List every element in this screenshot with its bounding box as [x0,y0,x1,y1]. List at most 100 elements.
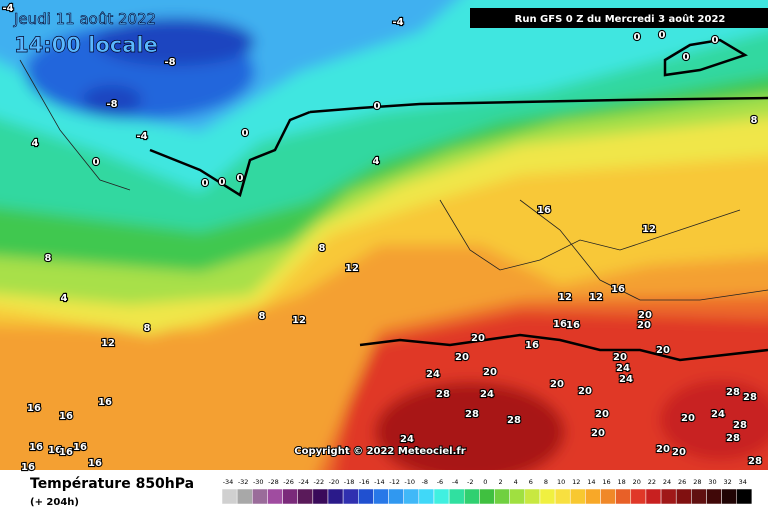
scale-swatch [585,488,601,505]
scale-label: 18 [617,478,625,486]
scale-swatch [252,488,268,505]
contour-label: 8 [45,253,52,264]
scale-swatch [660,488,677,505]
scale-label: 0 [483,478,487,486]
scale-label: -30 [253,478,264,486]
scale-swatch [312,488,329,505]
scale-label: -18 [344,478,355,486]
contour-label: 20 [681,413,695,424]
contour-label: 4 [373,156,380,167]
contour-label: 24 [400,434,414,445]
contour-label: 16 [611,284,625,295]
scale-swatch [600,488,616,505]
contour-label: 20 [672,447,686,458]
scale-swatch [706,488,722,505]
scale-swatch [403,488,420,505]
scale-swatch [433,488,450,505]
scale-label: 30 [708,478,716,486]
contour-label: 28 [465,409,479,420]
scale-label: -34 [223,478,234,486]
forecast-time: 14:00 locale [14,33,158,57]
scale-label: -12 [389,478,400,486]
contour-label: 8 [144,323,151,334]
forecast-date: Jeudi 11 août 2022 [13,10,156,28]
scale-label: -2 [467,478,473,486]
contour-label: 28 [733,420,747,431]
contour-label: 16 [27,403,41,414]
scale-swatch [342,488,359,505]
contour-label: 16 [21,462,35,473]
contour-label: 20 [637,320,651,331]
scale-swatch [539,488,556,505]
contour-label: 24 [616,363,630,374]
scale-label: 20 [633,478,641,486]
contour-label: 8 [751,115,758,126]
contour-label: 16 [98,397,112,408]
contour-label: 12 [589,292,603,303]
contour-label: 28 [748,456,762,467]
scale-swatch [327,488,344,505]
contour-label: 0 [659,30,666,41]
scale-label: 8 [544,478,548,486]
scale-label: -20 [329,478,340,486]
contour-label: 16 [525,340,539,351]
contour-label: -4 [392,17,403,28]
run-banner [470,8,768,28]
contour-label: 28 [743,392,757,403]
contour-label: 24 [619,374,633,385]
scale-label: 34 [739,478,747,486]
contour-label: 8 [259,311,266,322]
contour-label: -8 [106,99,117,110]
scale-label: 32 [723,478,731,486]
scale-swatch [554,488,571,505]
scale-label: 22 [648,478,656,486]
scale-label: 26 [678,478,686,486]
scale-swatch [479,488,495,505]
contour-label: 16 [48,445,62,456]
scale-swatch [615,488,632,505]
contour-label: 0 [374,101,381,112]
contour-label: 12 [558,292,572,303]
scale-swatch [721,488,738,505]
coastline [149,38,768,362]
contour-label: 0 [237,173,244,184]
scale-swatch [448,488,465,505]
contour-label: 16 [566,320,580,331]
scale-label: -6 [437,478,443,486]
contour-label: 4 [61,293,68,304]
scale-label: 14 [587,478,595,486]
contour-label: 20 [578,386,592,397]
scale-swatch [645,488,662,505]
scale-swatch [221,488,238,505]
contour-label: 24 [480,389,494,400]
scale-label: -16 [359,478,370,486]
scale-label: -8 [422,478,428,486]
scale-swatch [236,488,253,505]
scale-label: -4 [452,478,458,486]
contour-label: 28 [436,389,450,400]
scale-label: 24 [663,478,671,486]
scale-label: -14 [374,478,385,486]
scale-swatch [282,488,298,505]
scale-label: -24 [298,478,309,486]
scale-label: 12 [572,478,580,486]
scale-swatch [675,488,692,505]
contour-label: 20 [471,333,485,344]
contour-label: 20 [613,352,627,363]
contour-label: 12 [101,338,115,349]
contour-label: 12 [292,315,306,326]
contour-label: 20 [483,367,497,378]
scale-label: 28 [693,478,701,486]
contour-label: 16 [59,411,73,422]
contour-label: 4 [32,138,39,149]
scale-swatch [418,488,435,505]
scale-swatch [524,488,541,505]
scale-swatch [509,488,526,505]
contour-label: 16 [88,458,102,469]
scale-swatch [373,488,389,505]
contour-label: 24 [426,369,440,380]
scale-label: 2 [498,478,502,486]
contour-label: 0 [712,35,719,46]
scale-label: -22 [314,478,325,486]
